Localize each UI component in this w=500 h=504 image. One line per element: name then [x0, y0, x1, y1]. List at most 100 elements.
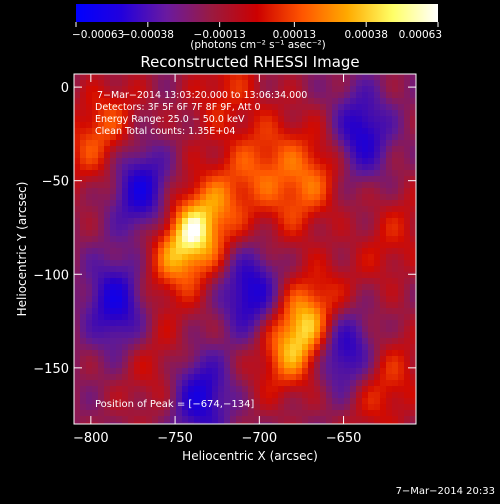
- heatmap-cell: [92, 410, 98, 416]
- heatmap-cell: [224, 422, 230, 424]
- heatmap-cell: [224, 338, 230, 344]
- heatmap-cell: [212, 152, 218, 158]
- heatmap-cell: [116, 404, 122, 410]
- heatmap-cell: [374, 362, 380, 368]
- heatmap-cell: [308, 98, 314, 104]
- heatmap-cell: [98, 212, 104, 218]
- heatmap-cell: [272, 242, 278, 248]
- heatmap-cell: [110, 164, 116, 170]
- heatmap-cell: [218, 380, 224, 386]
- heatmap-cell: [386, 152, 392, 158]
- heatmap-cell: [296, 272, 302, 278]
- heatmap-cell: [200, 290, 206, 296]
- heatmap-cell: [146, 404, 152, 410]
- heatmap-cell: [206, 320, 212, 326]
- heatmap-cell: [410, 284, 416, 290]
- heatmap-cell: [248, 398, 254, 404]
- heatmap-cell: [194, 80, 200, 86]
- heatmap-cell: [170, 146, 176, 152]
- heatmap-cell: [368, 404, 374, 410]
- heatmap-cell: [338, 236, 344, 242]
- heatmap-cell: [116, 74, 122, 80]
- heatmap-cell: [128, 410, 134, 416]
- heatmap-cell: [386, 212, 392, 218]
- heatmap-cell: [350, 338, 356, 344]
- heatmap-cell: [206, 116, 212, 122]
- heatmap-cell: [290, 422, 296, 424]
- heatmap-cell: [380, 128, 386, 134]
- heatmap-cell: [128, 212, 134, 218]
- heatmap-cell: [92, 152, 98, 158]
- heatmap-cell: [128, 194, 134, 200]
- heatmap-cell: [404, 314, 410, 320]
- heatmap-cell: [74, 206, 80, 212]
- heatmap-cell: [122, 80, 128, 86]
- heatmap-cell: [170, 356, 176, 362]
- heatmap-cell: [392, 218, 398, 224]
- heatmap-cell: [218, 392, 224, 398]
- heatmap-cell: [314, 158, 320, 164]
- heatmap-cell: [146, 176, 152, 182]
- heatmap-cell: [104, 254, 110, 260]
- heatmap-cell: [320, 404, 326, 410]
- heatmap-cell: [278, 224, 284, 230]
- heatmap-cell: [140, 80, 146, 86]
- heatmap-cell: [380, 386, 386, 392]
- heatmap-cell: [326, 140, 332, 146]
- heatmap-cell: [332, 182, 338, 188]
- heatmap-cell: [92, 356, 98, 362]
- heatmap-cell: [380, 224, 386, 230]
- heatmap-cell: [290, 404, 296, 410]
- heatmap-cell: [158, 344, 164, 350]
- heatmap-cell: [164, 140, 170, 146]
- heatmap-cell: [362, 332, 368, 338]
- heatmap-cell: [302, 278, 308, 284]
- heatmap-cell: [122, 260, 128, 266]
- heatmap-cell: [188, 266, 194, 272]
- heatmap-cell: [230, 422, 236, 424]
- heatmap-cell: [176, 410, 182, 416]
- heatmap-cell: [146, 344, 152, 350]
- heatmap-cell: [290, 218, 296, 224]
- heatmap-cell: [338, 86, 344, 92]
- heatmap-cell: [164, 182, 170, 188]
- heatmap-cell: [122, 278, 128, 284]
- heatmap-cell: [302, 326, 308, 332]
- heatmap-cell: [326, 386, 332, 392]
- heatmap-cell: [314, 104, 320, 110]
- heatmap-cell: [290, 416, 296, 422]
- heatmap-cell: [128, 296, 134, 302]
- heatmap-cell: [368, 80, 374, 86]
- heatmap-cell: [212, 260, 218, 266]
- heatmap-cell: [104, 332, 110, 338]
- heatmap-cell: [248, 380, 254, 386]
- heatmap-cell: [212, 86, 218, 92]
- heatmap-cell: [188, 404, 194, 410]
- heatmap-cell: [158, 320, 164, 326]
- heatmap-cell: [326, 248, 332, 254]
- heatmap-cell: [254, 308, 260, 314]
- heatmap-cell: [206, 272, 212, 278]
- heatmap-cell: [374, 182, 380, 188]
- heatmap-cell: [386, 242, 392, 248]
- heatmap-cell: [404, 182, 410, 188]
- heatmap-cell: [236, 350, 242, 356]
- heatmap-cell: [290, 296, 296, 302]
- heatmap-cell: [128, 92, 134, 98]
- heatmap-cell: [74, 212, 80, 218]
- heatmap-cell: [356, 320, 362, 326]
- heatmap-cell: [296, 266, 302, 272]
- heatmap-cell: [380, 266, 386, 272]
- heatmap-cell: [362, 290, 368, 296]
- heatmap-cell: [194, 392, 200, 398]
- heatmap-cell: [188, 410, 194, 416]
- heatmap-cell: [224, 314, 230, 320]
- heatmap-cell: [338, 206, 344, 212]
- heatmap-cell: [146, 218, 152, 224]
- heatmap-cell: [140, 128, 146, 134]
- heatmap-cell: [164, 218, 170, 224]
- heatmap-cell: [284, 206, 290, 212]
- heatmap-cell: [134, 380, 140, 386]
- heatmap-cell: [98, 290, 104, 296]
- heatmap-cell: [92, 218, 98, 224]
